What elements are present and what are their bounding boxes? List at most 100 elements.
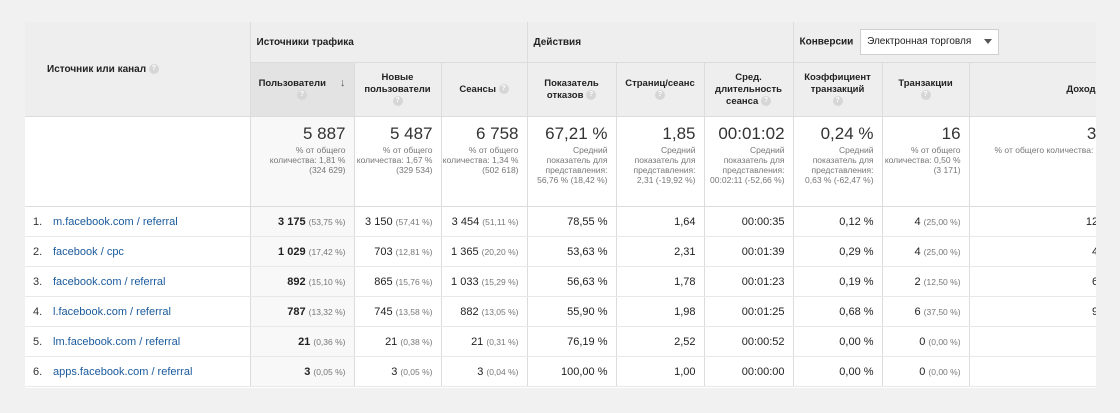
help-icon[interactable]: ?	[920, 89, 931, 100]
sessions-percent: (20,20 %)	[481, 246, 519, 257]
col-new-users[interactable]: Новые пользователи?	[353, 62, 441, 117]
source-link[interactable]: lm.facebook.com / referral	[53, 335, 181, 348]
conv-rate-value: 0,00 %	[839, 335, 874, 348]
pages-value: 2,52	[674, 335, 696, 348]
new-users-value: 865	[374, 275, 393, 288]
chevron-down-icon	[984, 38, 993, 44]
sessions-percent: (51,11 %)	[482, 216, 519, 227]
col-bounce-label: Показатель отказов	[544, 77, 599, 101]
row-index: 2.	[33, 245, 43, 258]
sessions-value: 21	[471, 335, 484, 348]
col-avg-duration[interactable]: Сред. длительность сеанса ?	[703, 62, 794, 117]
pages-cell: 1,78	[615, 266, 704, 297]
new-users-cell: 21 (0,38 %)	[353, 326, 441, 357]
pages-cell: 1,64	[615, 206, 704, 237]
transactions-value: 4	[914, 215, 921, 228]
transactions-cell: 0 (0,00 %)	[881, 326, 970, 357]
col-duration-label: Сред. длительность сеанса	[715, 71, 782, 107]
column-header-row: Пользователи ↓? Новые пользователи? Сеанс…	[25, 62, 1096, 117]
col-conversion-rate[interactable]: Коэффициент транзакций?	[792, 62, 883, 117]
sessions-value: 1 033	[451, 275, 479, 288]
users-cell: 3 (0,05 %)	[249, 356, 354, 387]
users-value: 892	[287, 275, 306, 288]
col-revenue[interactable]: Доход ?	[968, 62, 1096, 117]
source-link[interactable]: m.facebook.com / referral	[53, 215, 178, 228]
help-icon[interactable]: ?	[760, 95, 771, 106]
conv-rate-cell: 0,19 %	[792, 266, 883, 297]
totals-label-cell	[25, 116, 250, 207]
sessions-percent: (13,05 %)	[481, 306, 519, 317]
source-link[interactable]: facebook.com / referral	[53, 275, 166, 288]
sort-down-arrow-icon[interactable]: ↓	[339, 77, 346, 89]
sessions-value: 1 365	[451, 245, 479, 258]
source-column-label: Источник или канал	[47, 63, 147, 75]
transactions-value: 0	[919, 335, 926, 348]
col-pages-per-session[interactable]: Страниц/сеанс?	[615, 62, 704, 117]
transactions-value: 2	[914, 275, 921, 288]
pages-value: 1,64	[674, 215, 696, 228]
total-sub: Средний показатель для представления: 2,…	[633, 145, 696, 185]
new-users-cell: 703 (12,81 %)	[353, 236, 441, 267]
help-icon[interactable]: ?	[586, 89, 597, 100]
col-sessions[interactable]: Сеансы ?	[440, 62, 527, 117]
total-transactions: 16 % от общего количества: 0,50 % (3 171)	[881, 116, 970, 207]
new-users-cell: 745 (13,58 %)	[353, 296, 441, 327]
users-value: 3 175	[278, 215, 306, 228]
report-table: Источник или канал ? Источники трафика Д…	[25, 22, 1096, 387]
bounce-cell: 78,55 %	[526, 206, 616, 237]
total-value: 00:01:02	[718, 124, 785, 143]
bounce-value: 55,90 %	[567, 305, 608, 318]
transactions-percent: (25,00 %)	[923, 216, 961, 227]
bounce-value: 56,63 %	[567, 275, 608, 288]
group-actions: Действия	[526, 22, 794, 63]
bounce-value: 78,55 %	[567, 215, 608, 228]
users-percent: (15,10 %)	[308, 276, 346, 287]
transactions-cell: 4 (25,00 %)	[881, 206, 970, 237]
revenue-cell: 4 414,05 грн. (13,23 %)	[968, 236, 1096, 267]
help-icon[interactable]: ?	[655, 89, 665, 100]
duration-cell: 00:00:35	[703, 206, 794, 237]
revenue-cell: 9 633,80 грн. (28,87 %)	[968, 296, 1096, 327]
help-icon[interactable]: ?	[297, 90, 307, 101]
help-icon[interactable]: ?	[498, 83, 509, 94]
revenue-value: 4 414,05 грн.	[1091, 245, 1096, 258]
table-row: 2. facebook / cpc 1 029 (17,42 %) 703 (12,8…	[25, 236, 1096, 267]
source-link[interactable]: apps.facebook.com / referral	[53, 365, 193, 378]
row-index: 3.	[33, 275, 43, 288]
total-sub: % от общего количества: 1,34 % (502 618)	[442, 145, 519, 175]
conv-rate-cell: 0,12 %	[792, 206, 883, 237]
users-value: 787	[287, 305, 306, 318]
sessions-cell: 3 (0,04 %)	[440, 356, 527, 387]
source-column-header[interactable]: Источник или канал ?	[25, 22, 250, 117]
sessions-cell: 882 (13,05 %)	[440, 296, 527, 327]
source-link[interactable]: l.facebook.com / referral	[53, 305, 171, 318]
source-link[interactable]: facebook / cpc	[53, 245, 124, 258]
total-value: 5 487	[389, 124, 433, 143]
total-value: 16	[941, 124, 961, 143]
transactions-cell: 2 (12,50 %)	[881, 266, 970, 297]
sessions-cell: 1 365 (20,20 %)	[440, 236, 527, 267]
total-users: 5 887 % от общего количества: 1,81 % (324…	[249, 116, 354, 207]
bounce-value: 76,19 %	[567, 335, 608, 348]
help-icon[interactable]: ?	[832, 95, 843, 106]
col-bounce-rate[interactable]: Показатель отказов ?	[526, 62, 616, 117]
help-icon[interactable]: ?	[148, 63, 159, 74]
conv-rate-cell: 0,00 %	[792, 326, 883, 357]
conversion-type-dropdown[interactable]: Электронная торговля	[860, 29, 1000, 55]
total-sub: Средний показатель для представления: 56…	[537, 145, 608, 185]
new-users-value: 21	[385, 335, 398, 348]
new-users-value: 3	[391, 365, 398, 378]
col-new-users-label: Новые пользователи	[364, 71, 431, 95]
conv-rate-cell: 0,29 %	[792, 236, 883, 267]
total-value: 67,21 %	[545, 124, 608, 143]
total-value: 1,85	[662, 124, 696, 143]
col-users[interactable]: Пользователи ↓?	[249, 62, 354, 117]
users-percent: (53,75 %)	[308, 216, 346, 227]
users-cell: 21 (0,36 %)	[249, 326, 354, 357]
col-transactions[interactable]: Транзакции?	[881, 62, 970, 117]
total-sub: % от общего количества: 1,67 % (329 534)	[356, 145, 433, 175]
help-icon[interactable]: ?	[392, 95, 403, 106]
users-value: 1 029	[278, 245, 306, 258]
total-sub: Средний показатель для представления: 0,…	[805, 145, 874, 185]
new-users-percent: (0,38 %)	[400, 336, 433, 347]
